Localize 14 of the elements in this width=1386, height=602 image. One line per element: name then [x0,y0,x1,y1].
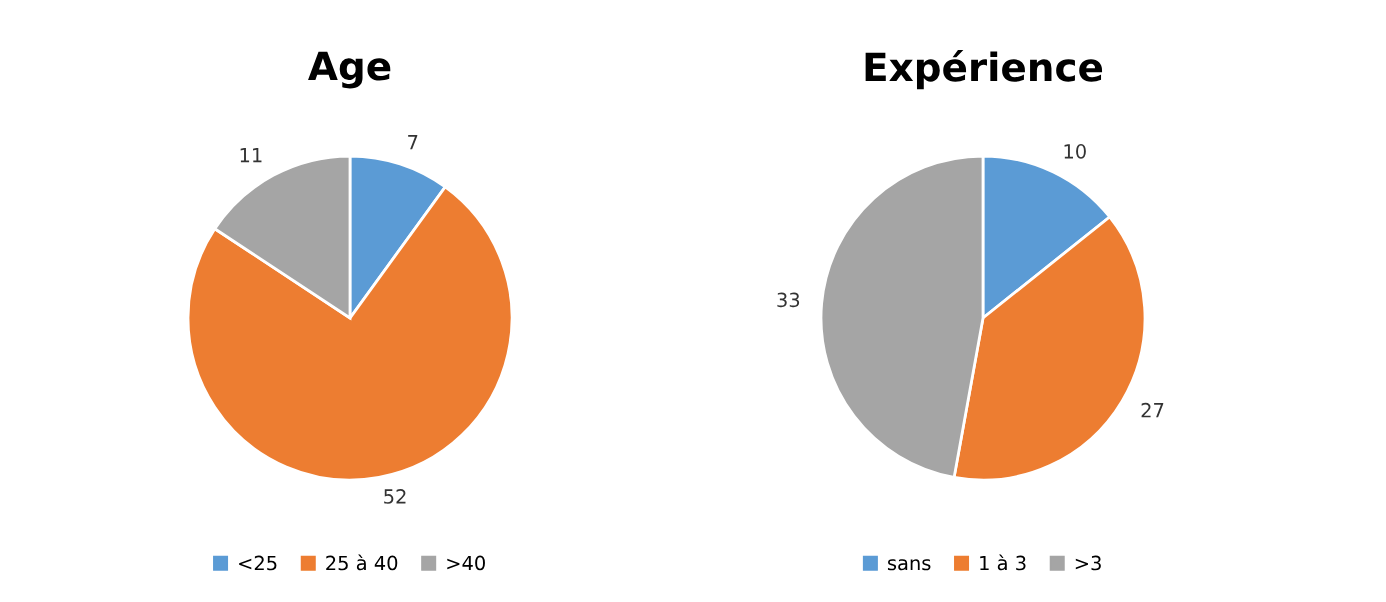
data-label: 27 [1141,402,1164,418]
legend-label: sans [887,559,931,571]
data-label: 52 [384,489,406,504]
legend-label: <25 [239,555,277,571]
data-label: 11 [240,147,262,163]
legend-label: 25 à 40 [326,554,398,571]
legend-label: 1 à 3 [980,554,1026,571]
chart-title: Expérience [865,50,1103,90]
data-label: 33 [777,292,800,308]
legend-label: >3 [1075,555,1101,571]
chart-title: Age [308,51,391,89]
legend-label: >40 [447,555,485,571]
data-label: 10 [1064,144,1086,159]
data-label: 7 [408,135,418,150]
